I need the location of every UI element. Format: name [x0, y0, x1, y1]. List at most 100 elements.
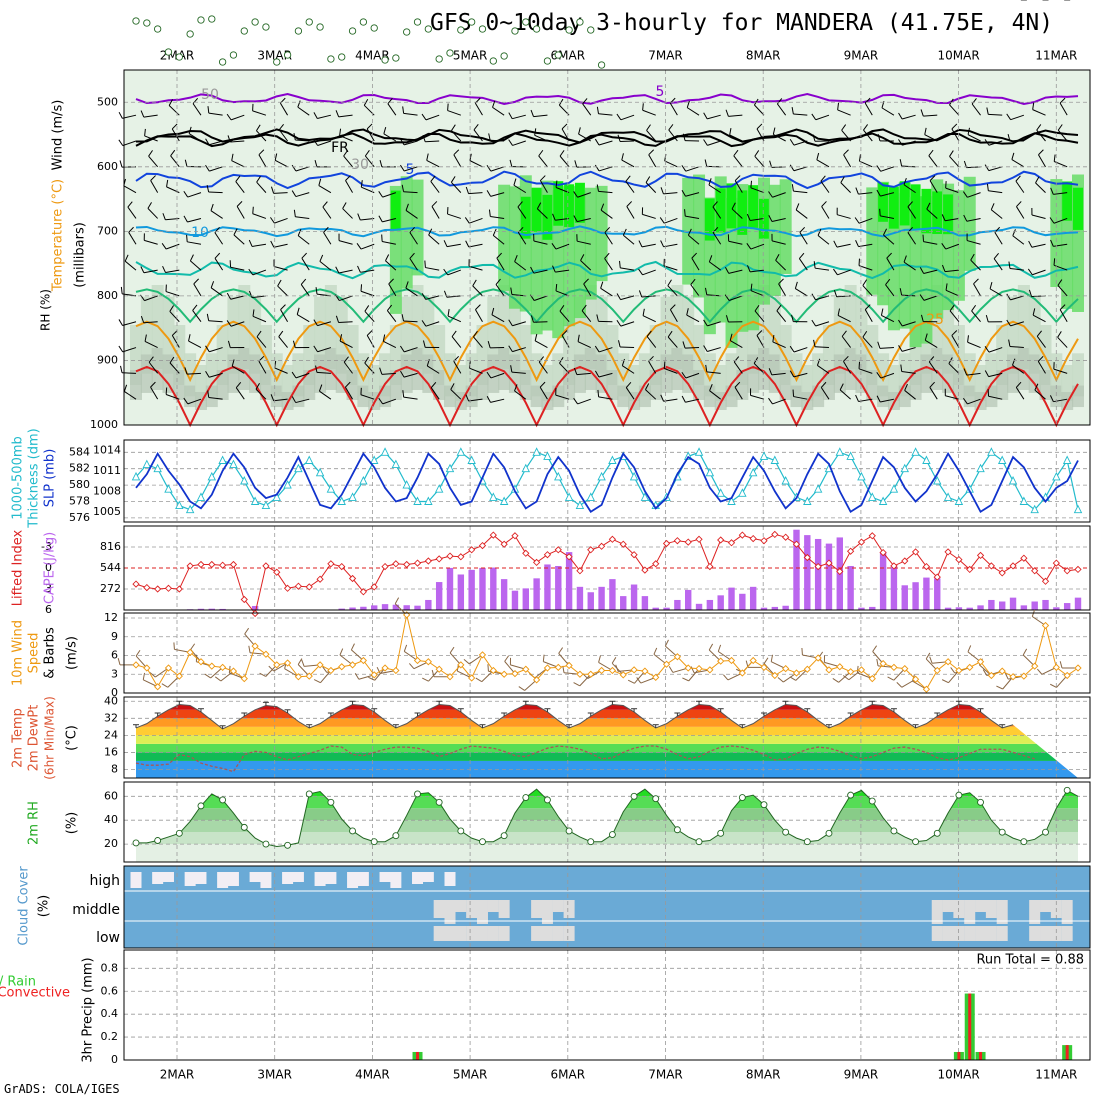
upper-wind-barb: [597, 389, 613, 400]
rh-shade-bright: [888, 186, 899, 229]
lifted-index-marker: [327, 560, 335, 568]
lifted-index-marker: [403, 560, 411, 569]
rh-frame: [123, 781, 1091, 863]
rh-marker: [912, 838, 920, 846]
cloud-gap-low: [953, 926, 965, 941]
upper-wind-barb: [206, 313, 223, 323]
rh-marker: [175, 829, 183, 837]
upper-wind-barb: [990, 203, 1003, 219]
wind-speed-marker: [933, 666, 941, 675]
wind-tick-label: 12: [104, 611, 118, 624]
lifted-index-marker: [868, 532, 876, 540]
lifted-index-marker: [976, 551, 985, 560]
precip-tick-label: 0: [111, 1053, 118, 1066]
upper-wind-barb: [226, 320, 245, 327]
cape-bar: [901, 585, 908, 610]
slp-tick-label: 1011: [93, 464, 121, 477]
temperature-band: [136, 726, 1078, 736]
cloud-gap-low: [1029, 926, 1041, 941]
rh-shade-gray: [519, 370, 532, 400]
upper-wind-barb: [235, 175, 245, 193]
lifted-index-marker: [576, 567, 584, 575]
upper-wind-barb: [339, 128, 353, 142]
cape-bar: [371, 605, 378, 610]
upper-wind-barb: [967, 127, 981, 142]
surface-wind-barb: [528, 667, 548, 679]
rh-shade-gray: [249, 354, 262, 393]
upper-wind-barb: [583, 278, 592, 297]
wind-speed-marker: [186, 648, 194, 657]
rh-shade-gray: [563, 370, 576, 400]
surface-wind-barb: [542, 654, 559, 668]
upper-wind-barb: [1012, 229, 1025, 245]
upper-wind-barb: [768, 397, 786, 405]
cloud-gap-high: [249, 872, 261, 882]
cape-bar: [435, 582, 443, 610]
cape-bar: [565, 552, 573, 610]
thickness-marker: [987, 447, 996, 456]
wind-speed-marker: [738, 669, 746, 677]
cloud-gap-high: [260, 872, 272, 888]
upper-wind-barb: [729, 128, 743, 142]
upper-wind-barb: [291, 190, 310, 198]
rh-shade-green: [963, 176, 976, 271]
upper-wind-barb: [987, 389, 1003, 400]
wind-speed-marker: [1020, 672, 1028, 680]
upper-wind-barb: [472, 279, 483, 297]
surface-wind-barb: [135, 649, 148, 669]
thickness-marker: [878, 496, 888, 505]
wind-speed-marker: [1031, 662, 1039, 670]
upper-wind-barb: [508, 345, 526, 353]
upper-wind-barb: [533, 233, 548, 245]
rh-marker: [1042, 828, 1049, 836]
cloud-gap-high: [292, 872, 304, 882]
cape-bar: [641, 596, 649, 610]
upper-wind-barb: [205, 371, 223, 378]
cloud-label-low: low: [96, 930, 120, 946]
axis-label-temp2m: 2m Temp: [11, 708, 26, 768]
cloud-gap-low: [433, 926, 445, 941]
surface-wind-barb: [350, 643, 364, 661]
upper-wind-barb: [984, 370, 1003, 378]
surface-wind-barb: [832, 671, 851, 683]
upper-wind-barb: [626, 201, 635, 219]
rh-marker: [587, 838, 595, 846]
upper-wind-barb: [625, 175, 635, 193]
cape-bar: [587, 592, 594, 610]
upper-wind-barb: [904, 383, 916, 400]
wind-tick-label: 9: [111, 630, 118, 643]
upper-wind-barb: [443, 240, 461, 248]
axis-label-minmax: (6hr Min/Max): [43, 696, 57, 780]
upper-wind-barb: [885, 278, 895, 297]
upper-wind-barb: [899, 288, 916, 297]
cloud-gap-middle: [1061, 900, 1073, 924]
upper-wind-barb: [335, 266, 353, 274]
contour-label: 25: [926, 312, 944, 328]
cloud-gap-high: [325, 872, 337, 884]
upper-wind-barb: [227, 135, 245, 143]
cloud-gap-low: [455, 926, 467, 941]
cloud-gap-middle: [942, 900, 954, 912]
upper-wind-barb: [1049, 395, 1068, 403]
lifted-index-marker: [273, 568, 281, 576]
wind-speed-marker: [944, 658, 952, 666]
rh-shade-green: [758, 177, 770, 305]
rh-marker: [240, 823, 248, 831]
wind-speed-marker: [836, 663, 844, 671]
rh-marker: [500, 832, 508, 840]
upper-wind-barb: [492, 228, 505, 245]
rh-shade-bright: [943, 194, 954, 235]
pressure-tick-label: 800: [97, 289, 118, 302]
rh-shade-gray: [465, 385, 478, 408]
lifted-index-marker: [608, 535, 617, 543]
rh-band: [136, 789, 1078, 797]
rh-marker: [933, 829, 941, 837]
cape-bar: [1074, 597, 1082, 610]
rh-shade-gray: [433, 370, 446, 400]
rh-shade-green: [693, 174, 706, 298]
temperature-band: [136, 709, 1078, 719]
upper-wind-barb: [514, 384, 527, 400]
upper-wind-barb: [920, 314, 938, 323]
wind-speed-marker: [240, 674, 248, 683]
cape-bar: [890, 565, 898, 610]
